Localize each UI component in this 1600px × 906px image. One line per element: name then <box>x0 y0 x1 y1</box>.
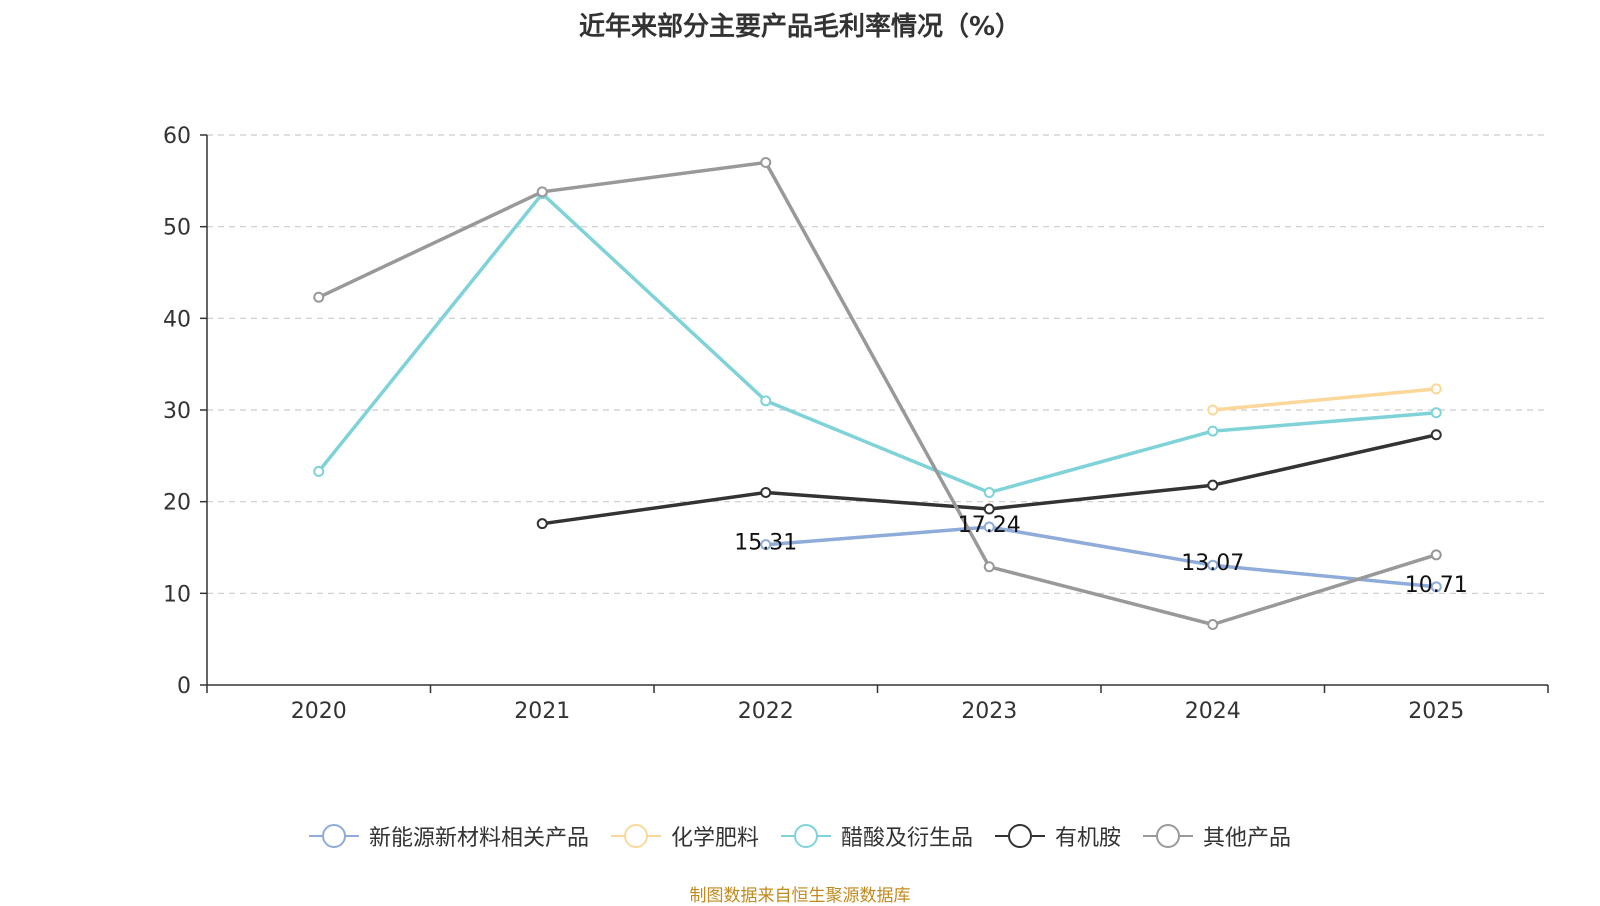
legend-item-acetic-acid[interactable]: 醋酸及衍生品 <box>780 820 973 852</box>
legend: 新能源新材料相关产品 化学肥料 醋酸及衍生品 有机胺 其他产品 <box>0 820 1600 852</box>
data-point-new-energy-materials <box>1430 581 1442 593</box>
legend-label: 新能源新材料相关产品 <box>368 826 589 851</box>
data-point-fertilizer <box>1430 383 1442 395</box>
legend-item-new-energy-materials[interactable]: 新能源新材料相关产品 <box>308 820 589 852</box>
x-tick-label: 2021 <box>514 699 570 724</box>
data-point-acetic-acid <box>313 465 325 477</box>
legend-swatch-icon <box>308 823 359 849</box>
legend-swatch-icon <box>610 823 661 849</box>
data-label: 13.07 <box>1181 551 1244 576</box>
data-point-acetic-acid <box>983 487 995 498</box>
x-tick-label: 2020 <box>291 699 347 724</box>
data-point-acetic-acid <box>1207 425 1219 437</box>
y-tick-label: 30 <box>163 399 191 424</box>
data-point-acetic-acid <box>760 395 772 407</box>
data-point-other-products <box>1207 619 1219 630</box>
data-point-organic-amine <box>983 503 995 515</box>
data-point-new-energy-materials <box>760 539 772 551</box>
x-tick-label: 2023 <box>961 699 1017 724</box>
y-tick-label: 40 <box>163 307 191 332</box>
data-point-organic-amine <box>536 518 548 530</box>
legend-swatch-icon <box>1143 823 1194 849</box>
data-label: 17.24 <box>958 513 1021 538</box>
data-point-other-products <box>536 186 548 198</box>
data-point-acetic-acid <box>1430 407 1442 419</box>
y-tick-label: 20 <box>163 491 191 516</box>
series-line-other-products <box>318 160 1437 627</box>
y-tick-label: 0 <box>177 674 191 699</box>
data-point-other-products <box>760 157 772 168</box>
data-point-organic-amine <box>1430 429 1442 441</box>
chart-title: 近年来部分主要产品毛利率情况（%） <box>578 12 1022 42</box>
y-tick-label: 50 <box>163 216 191 241</box>
legend-swatch-icon <box>780 823 831 849</box>
data-point-other-products <box>313 291 325 303</box>
legend-item-fertilizer[interactable]: 化学肥料 <box>610 820 759 852</box>
legend-label: 醋酸及衍生品 <box>840 826 973 851</box>
data-point-new-energy-materials <box>1207 559 1219 571</box>
data-point-new-energy-materials <box>983 521 995 533</box>
series-line-fertilizer <box>1212 387 1437 412</box>
data-point-fertilizer <box>1207 404 1219 416</box>
x-tick-label: 2022 <box>738 699 794 724</box>
data-point-organic-amine <box>1207 479 1219 491</box>
y-tick-label: 60 <box>163 124 191 149</box>
legend-swatch-icon <box>995 823 1045 849</box>
source-note: 制图数据来自恒生聚源数据库 <box>689 886 911 906</box>
data-label: 10.71 <box>1405 573 1468 598</box>
legend-item-other-products[interactable]: 其他产品 <box>1143 820 1291 852</box>
series-line-new-energy-materials <box>765 525 1437 589</box>
y-tick-label: 10 <box>163 582 191 607</box>
data-point-organic-amine <box>760 487 772 498</box>
data-label: 15.31 <box>734 531 797 556</box>
legend-label: 化学肥料 <box>670 826 759 851</box>
legend-item-organic-amine[interactable]: 有机胺 <box>995 820 1121 852</box>
x-tick-label: 2025 <box>1408 699 1464 724</box>
data-point-other-products <box>1430 549 1442 561</box>
legend-label: 其他产品 <box>1203 826 1292 851</box>
data-point-other-products <box>983 561 995 573</box>
legend-label: 有机胺 <box>1055 826 1122 851</box>
series-line-acetic-acid <box>317 191 1437 495</box>
x-tick-label: 2024 <box>1185 699 1241 724</box>
